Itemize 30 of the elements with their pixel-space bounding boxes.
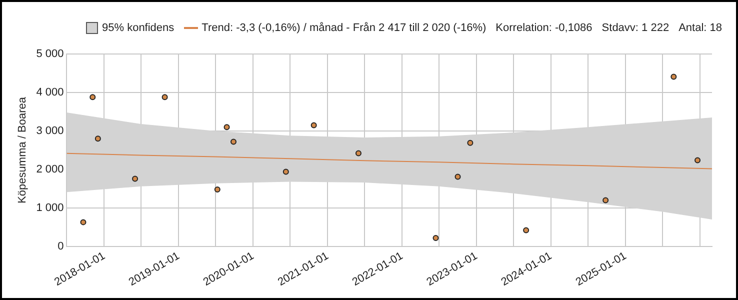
point bbox=[694, 157, 701, 164]
point bbox=[90, 94, 96, 100]
point bbox=[432, 234, 439, 241]
y-tick-label: 3 000 bbox=[36, 125, 64, 138]
text: Korrelation: -0,1086 bbox=[496, 22, 592, 34]
y-tick-label: 5 000 bbox=[36, 48, 64, 60]
point bbox=[310, 122, 317, 128]
point bbox=[467, 140, 474, 146]
legend-label: Trend: -3,3 (-0,16%) / månad - Från 2 417 till 2 020 (-16%) bbox=[202, 22, 486, 34]
point bbox=[230, 138, 236, 145]
point bbox=[132, 176, 138, 182]
y-axis-title: Köpesumma / Boarea bbox=[16, 96, 29, 204]
text: Antal: 18 bbox=[678, 22, 722, 34]
text: Stdavv: 1 222 bbox=[602, 22, 670, 34]
point bbox=[214, 186, 220, 192]
point bbox=[602, 197, 609, 204]
point bbox=[162, 94, 168, 100]
point bbox=[282, 168, 289, 175]
point bbox=[94, 136, 101, 142]
y-tick-label: 0 bbox=[58, 240, 64, 252]
point bbox=[355, 150, 362, 156]
point bbox=[523, 227, 530, 234]
point bbox=[80, 219, 86, 226]
point bbox=[670, 74, 677, 80]
point bbox=[454, 174, 461, 180]
y-tick-label: 2 000 bbox=[36, 163, 64, 176]
y-tick-label: 4 000 bbox=[36, 86, 64, 99]
text: 95% konfidens bbox=[102, 22, 174, 34]
y-tick-label: 1 000 bbox=[36, 202, 64, 214]
point bbox=[224, 124, 230, 130]
